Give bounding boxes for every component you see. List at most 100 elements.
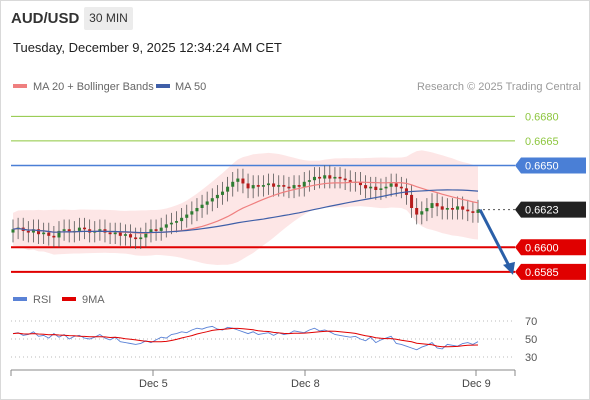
candle-body bbox=[425, 208, 429, 212]
candle-body bbox=[410, 194, 414, 208]
rsi-ma-legend-swatch bbox=[62, 297, 76, 301]
level-label-0.6600: 0.6600 bbox=[525, 242, 559, 254]
candle-body bbox=[169, 222, 173, 225]
level-badge-0.6623 bbox=[515, 201, 586, 218]
x-tick-label: Dec 9 bbox=[462, 378, 491, 390]
candle-body bbox=[42, 232, 46, 235]
candle-body bbox=[272, 183, 276, 187]
candle-body bbox=[471, 211, 475, 213]
level-label-0.6585: 0.6585 bbox=[525, 267, 559, 279]
candle-body bbox=[31, 229, 35, 233]
candle-body bbox=[445, 208, 449, 210]
candle-body bbox=[205, 201, 209, 205]
candle-body bbox=[210, 198, 214, 202]
projection-arrow-head bbox=[503, 261, 515, 275]
candle-body bbox=[139, 237, 143, 240]
rsi-legend-swatch bbox=[13, 297, 27, 301]
candle-body bbox=[200, 204, 204, 208]
rsi-ma-line bbox=[12, 327, 479, 348]
candle-body bbox=[83, 227, 87, 230]
candle-body bbox=[195, 208, 199, 212]
candle-body bbox=[307, 180, 311, 182]
level-badges: 0.6680 0.6665 0.6650 0.6623 0.6600 0.6585 bbox=[515, 111, 586, 280]
candle-body bbox=[47, 232, 51, 236]
candle-body bbox=[266, 183, 271, 186]
candle-body bbox=[333, 176, 337, 179]
rsi-tick-70: 70 bbox=[525, 316, 537, 328]
candle-body bbox=[456, 206, 460, 210]
candle-body bbox=[144, 232, 148, 238]
ma20-legend-label: MA 20 + Bollinger Bands bbox=[33, 81, 154, 93]
candle-body bbox=[374, 186, 378, 190]
candle-body bbox=[159, 227, 163, 231]
timeframe-button[interactable]: 30 MIN bbox=[84, 7, 133, 30]
candle-body bbox=[328, 175, 332, 179]
candle-body bbox=[52, 235, 56, 238]
chart-header: AUD/USD 30 MIN bbox=[0, 0, 590, 38]
candle-body bbox=[98, 229, 102, 231]
candle-body bbox=[384, 186, 388, 189]
candle-body bbox=[466, 209, 470, 212]
candle-body bbox=[379, 188, 383, 190]
candle-body bbox=[129, 234, 133, 238]
candle-body bbox=[246, 183, 250, 189]
candle-body bbox=[37, 229, 41, 235]
candle-body bbox=[369, 186, 373, 189]
candle-body bbox=[261, 185, 265, 187]
candle-body bbox=[77, 227, 81, 231]
candle-body bbox=[338, 176, 342, 179]
candle-body bbox=[226, 186, 230, 192]
candle-body bbox=[175, 221, 179, 223]
projection-arrow bbox=[478, 208, 515, 275]
candle-body bbox=[297, 185, 301, 187]
level-label-0.6650: 0.6650 bbox=[525, 160, 559, 172]
candle-body bbox=[282, 185, 286, 187]
candle-body bbox=[113, 232, 117, 235]
x-tick-label: Dec 8 bbox=[291, 378, 320, 390]
chart-datetime: Tuesday, December 9, 2025 12:34:24 AM CE… bbox=[13, 40, 282, 55]
candle-body bbox=[358, 181, 362, 186]
candle-body bbox=[67, 229, 71, 233]
candle-body bbox=[154, 229, 158, 231]
candle-body bbox=[440, 206, 444, 210]
candle-body bbox=[241, 178, 245, 184]
candle-body bbox=[461, 206, 465, 210]
candle-body bbox=[236, 178, 240, 182]
candle-body bbox=[435, 203, 439, 207]
candle-body bbox=[312, 176, 316, 181]
ma50-legend-label: MA 50 bbox=[175, 81, 206, 93]
rsi-ma-legend-label: 9MA bbox=[82, 294, 105, 306]
candle-body bbox=[62, 229, 66, 231]
candle-body bbox=[231, 181, 235, 187]
candle-body bbox=[180, 217, 184, 222]
candle-body bbox=[164, 224, 168, 228]
candle-body bbox=[149, 229, 153, 233]
copyright-text: Research © 2025 Trading Central bbox=[417, 81, 581, 93]
candle-body bbox=[292, 185, 296, 189]
ma50-line bbox=[12, 189, 479, 234]
candle-body bbox=[323, 175, 327, 179]
candle-body bbox=[318, 176, 322, 179]
level-label-0.6665: 0.6665 bbox=[525, 136, 559, 148]
candle-body bbox=[190, 211, 194, 215]
candle-body bbox=[26, 230, 30, 233]
candle-body bbox=[394, 183, 398, 187]
candle-body bbox=[134, 237, 138, 240]
ma50-legend-swatch bbox=[156, 84, 170, 88]
candle-body bbox=[118, 232, 122, 236]
moving-averages bbox=[12, 181, 479, 234]
candle-body bbox=[256, 185, 260, 187]
symbol-title: AUD/USD bbox=[11, 10, 80, 27]
candle-body bbox=[123, 234, 127, 236]
ma20-legend-swatch bbox=[13, 84, 27, 88]
level-badge-0.6650 bbox=[515, 157, 586, 174]
candle-body bbox=[343, 178, 347, 181]
candle-body bbox=[302, 181, 306, 187]
candle-body bbox=[415, 208, 419, 215]
candle-body bbox=[57, 230, 61, 238]
price-levels bbox=[11, 115, 515, 273]
candles bbox=[11, 165, 480, 249]
rsi-line bbox=[12, 325, 479, 351]
candle-body bbox=[430, 203, 434, 208]
